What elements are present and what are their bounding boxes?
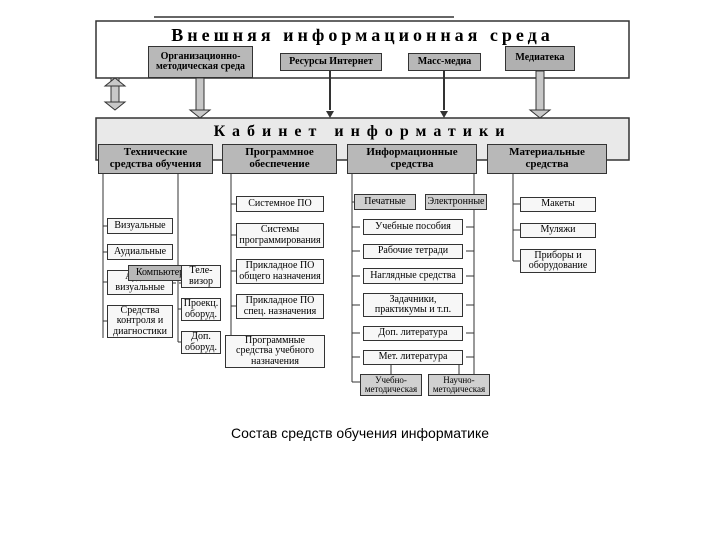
cabinet-title: Кабинет информатики	[96, 123, 629, 141]
main-title: Внешняя информационная среда	[96, 25, 629, 46]
env-box-Организацион: Организационно-методическая среда	[148, 46, 253, 78]
item-box-Доп. оборуд.: Доп. оборуд.	[181, 331, 221, 354]
caption-text: Состав средств обучения информатике	[0, 425, 720, 441]
header-box-Программное: Программное обеспечение	[222, 144, 337, 174]
item-box-Макеты: Макеты	[520, 197, 596, 212]
item-box-Прикладное П: Прикладное ПО спец. назначения	[236, 294, 324, 319]
item-box-Программные: Программные средства учебного назначения	[225, 335, 325, 368]
item-box-Системы прог: Системы программирования	[236, 223, 324, 248]
item-box-Доп. литерат: Доп. литература	[363, 326, 463, 341]
item-box-Рабочие тетр: Рабочие тетради	[363, 244, 463, 259]
item-box-Печатные: Печатные	[354, 194, 416, 210]
item-box-Учебно-метод: Учебно-методическая	[360, 374, 422, 396]
item-box-Муляжи: Муляжи	[520, 223, 596, 238]
item-box-Наглядные ср: Наглядные средства	[363, 268, 463, 284]
header-box-Информационн: Информационные средства	[347, 144, 477, 174]
env-box-Ресурсы Инте: Ресурсы Интернет	[280, 53, 382, 71]
header-box-Материальные: Материальные средства	[487, 144, 607, 174]
item-box-Теле-визор: Теле-визор	[181, 265, 221, 288]
header-box-Технические: Технические средства обучения	[98, 144, 213, 174]
item-box-Электронные: Электронные	[425, 194, 487, 210]
env-box-Масс-медиа: Масс-медиа	[408, 53, 481, 71]
item-box-Мет. литерат: Мет. литература	[363, 350, 463, 365]
item-box-Визуальные: Визуальные	[107, 218, 173, 234]
item-box-Научно-метод: Научно-методическая	[428, 374, 490, 396]
item-box-Учебные посо: Учебные пособия	[363, 219, 463, 235]
env-box-Медиатека: Медиатека	[505, 46, 575, 71]
item-box-Проекц. обор: Проекц. оборуд.	[181, 298, 221, 321]
item-box-Системное ПО: Системное ПО	[236, 196, 324, 212]
item-box-Прикладное П: Прикладное ПО общего назначения	[236, 259, 324, 284]
item-box-Средства кон: Средства контроля и диагностики	[107, 305, 173, 338]
item-box-Аудиальные: Аудиальные	[107, 244, 173, 260]
item-box-Приборы и об: Приборы и оборудование	[520, 249, 596, 273]
item-box-Задачники, п: Задачники, практикумы и т.п.	[363, 293, 463, 317]
